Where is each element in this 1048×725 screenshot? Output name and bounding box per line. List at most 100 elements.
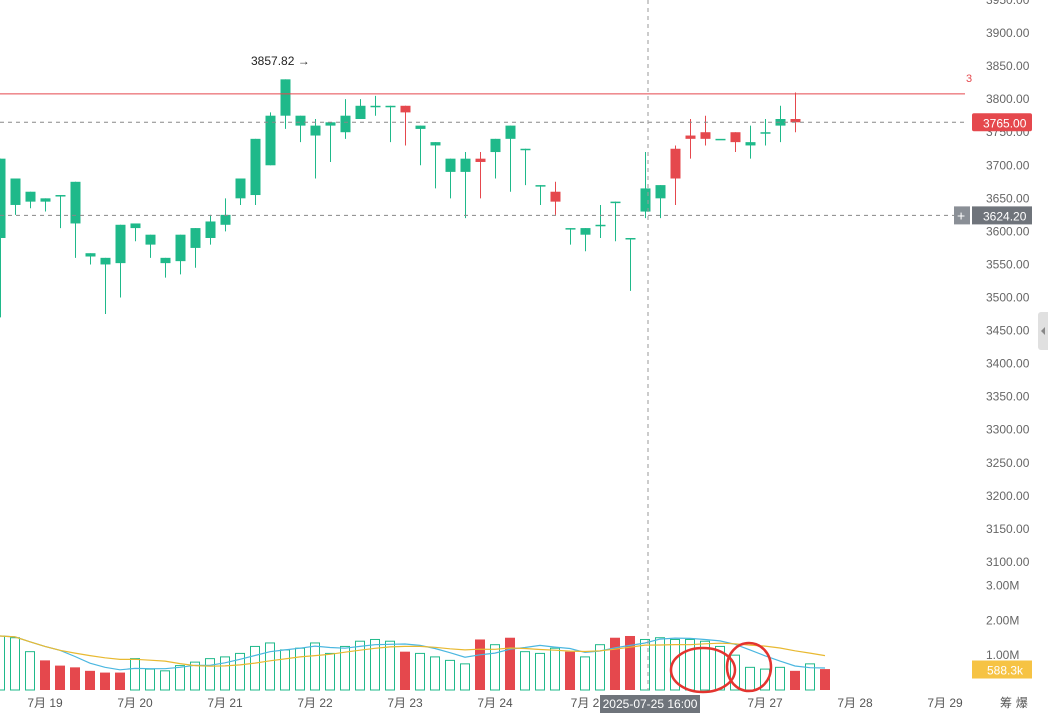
- candles-layer: [0, 79, 801, 318]
- candle-body: [610, 201, 621, 204]
- crosshair-time-badge: [600, 695, 700, 713]
- price-tick-label: 3950.00: [986, 0, 1030, 7]
- candle-body: [460, 158, 471, 172]
- volume-bar: [205, 658, 215, 691]
- volume-bar: [100, 672, 110, 690]
- volume-tick-label: 1.00M: [986, 648, 1019, 662]
- date-tick-label: 7月 23: [387, 696, 423, 710]
- volume-bar: [655, 637, 665, 691]
- candle-body: [130, 223, 141, 229]
- bottom-right-tools: 筹 爆: [1000, 696, 1028, 710]
- volume-bar: [0, 635, 5, 691]
- volume-bar: [175, 665, 185, 691]
- volume-bar: [25, 651, 35, 691]
- candle-body: [85, 253, 96, 257]
- volume-bar: [295, 647, 305, 691]
- candle-body: [40, 198, 51, 202]
- volume-bar: [700, 640, 710, 691]
- price-tick-label: 3700.00: [986, 158, 1030, 172]
- candle-body: [445, 158, 456, 172]
- volume-bar: [775, 666, 785, 691]
- price-tick-label: 3450.00: [986, 324, 1030, 338]
- price-tick-label: 3650.00: [986, 191, 1030, 205]
- price-tick-label: 3400.00: [986, 357, 1030, 371]
- volume-bar: [235, 652, 245, 691]
- candle-body: [685, 135, 696, 139]
- candle-body: [190, 228, 201, 248]
- candle-body: [745, 142, 756, 146]
- candle-body: [280, 79, 291, 116]
- volume-bar: [385, 640, 395, 691]
- price-tick-label: 3600.00: [986, 224, 1030, 238]
- crosshair-time-label: 2025-07-25 16:00: [603, 697, 698, 711]
- candle-body: [145, 234, 156, 245]
- volume-bar: [55, 665, 65, 690]
- candle-body: [580, 228, 591, 235]
- collapse-panel-handle[interactable]: [1038, 312, 1048, 350]
- volume-bar: [745, 666, 755, 691]
- date-axis: 7月 19 7月 20 7月 21 7月 22 7月 23 7月 24 7月 2 7月 27 7…: [27, 695, 1028, 713]
- volume-bar: [10, 637, 20, 691]
- candle-body: [760, 132, 771, 134]
- price-tick-label: 3150.00: [986, 522, 1030, 536]
- price-tick-label: 3850.00: [986, 59, 1030, 73]
- volume-tick-label: 3.00M: [986, 578, 1019, 592]
- candle-body: [595, 224, 606, 227]
- candle-body: [325, 122, 336, 126]
- candle-body: [340, 115, 351, 133]
- volume-bar: [145, 668, 155, 691]
- volume-bar: [580, 656, 590, 691]
- volume-bar: [355, 640, 365, 691]
- price-tick-label: 3550.00: [986, 257, 1030, 271]
- volume-bar: [550, 647, 560, 691]
- volume-bar: [595, 644, 605, 691]
- crosshair-price-badge: [972, 206, 1032, 225]
- volume-bar: [370, 638, 380, 691]
- candle-body: [790, 119, 801, 123]
- candle-body: [505, 125, 516, 139]
- high-price-annotation: 3857.82 →: [251, 54, 310, 68]
- volume-bar: [685, 638, 695, 691]
- volume-bar: [130, 658, 140, 691]
- volume-bar: [565, 651, 575, 690]
- volume-ma-short-line: [0, 635, 826, 671]
- price-tick-label: 3900.00: [986, 26, 1030, 40]
- date-tick-label: 7月 27: [747, 696, 783, 710]
- alert-line-label: 3: [966, 73, 972, 85]
- candle-body: [265, 115, 276, 166]
- candle-body: [250, 138, 261, 196]
- volume-bar: [70, 667, 80, 690]
- candle-body: [715, 138, 726, 141]
- date-tick-label: 7月 21: [207, 696, 243, 710]
- current-price-badge: [972, 113, 1032, 132]
- candle-body: [550, 191, 561, 202]
- candle-body: [355, 105, 366, 119]
- volume-tick-label: 2.00M: [986, 613, 1019, 627]
- highlight-circle: [669, 646, 737, 694]
- price-axis: 3950.003900.003850.003800.003750.003700.…: [986, 0, 1030, 569]
- volume-bar: [490, 644, 500, 691]
- date-tick-label: 7月 2: [571, 696, 600, 710]
- volume-bar: [220, 656, 230, 691]
- volume-bar: [475, 639, 485, 690]
- volume-bar: [760, 668, 770, 691]
- volume-bar: [160, 670, 170, 691]
- candle-body: [490, 138, 501, 153]
- candle-body: [370, 105, 381, 108]
- volume-bar: [805, 663, 815, 691]
- volume-bar: [505, 637, 515, 690]
- volume-bar: [310, 642, 320, 691]
- volume-bar: [430, 656, 440, 691]
- crosshair-plus-box: [954, 206, 970, 225]
- candle-body: [385, 105, 396, 108]
- current-price-label: 3765.00: [983, 116, 1027, 130]
- volume-bar: [340, 645, 350, 691]
- candle-body: [160, 257, 171, 264]
- candle-body: [175, 234, 186, 262]
- volume-bar: [85, 670, 95, 690]
- volume-bar: [265, 642, 275, 691]
- plus-icon: +: [957, 207, 965, 223]
- date-tick-label: 7月 22: [297, 696, 333, 710]
